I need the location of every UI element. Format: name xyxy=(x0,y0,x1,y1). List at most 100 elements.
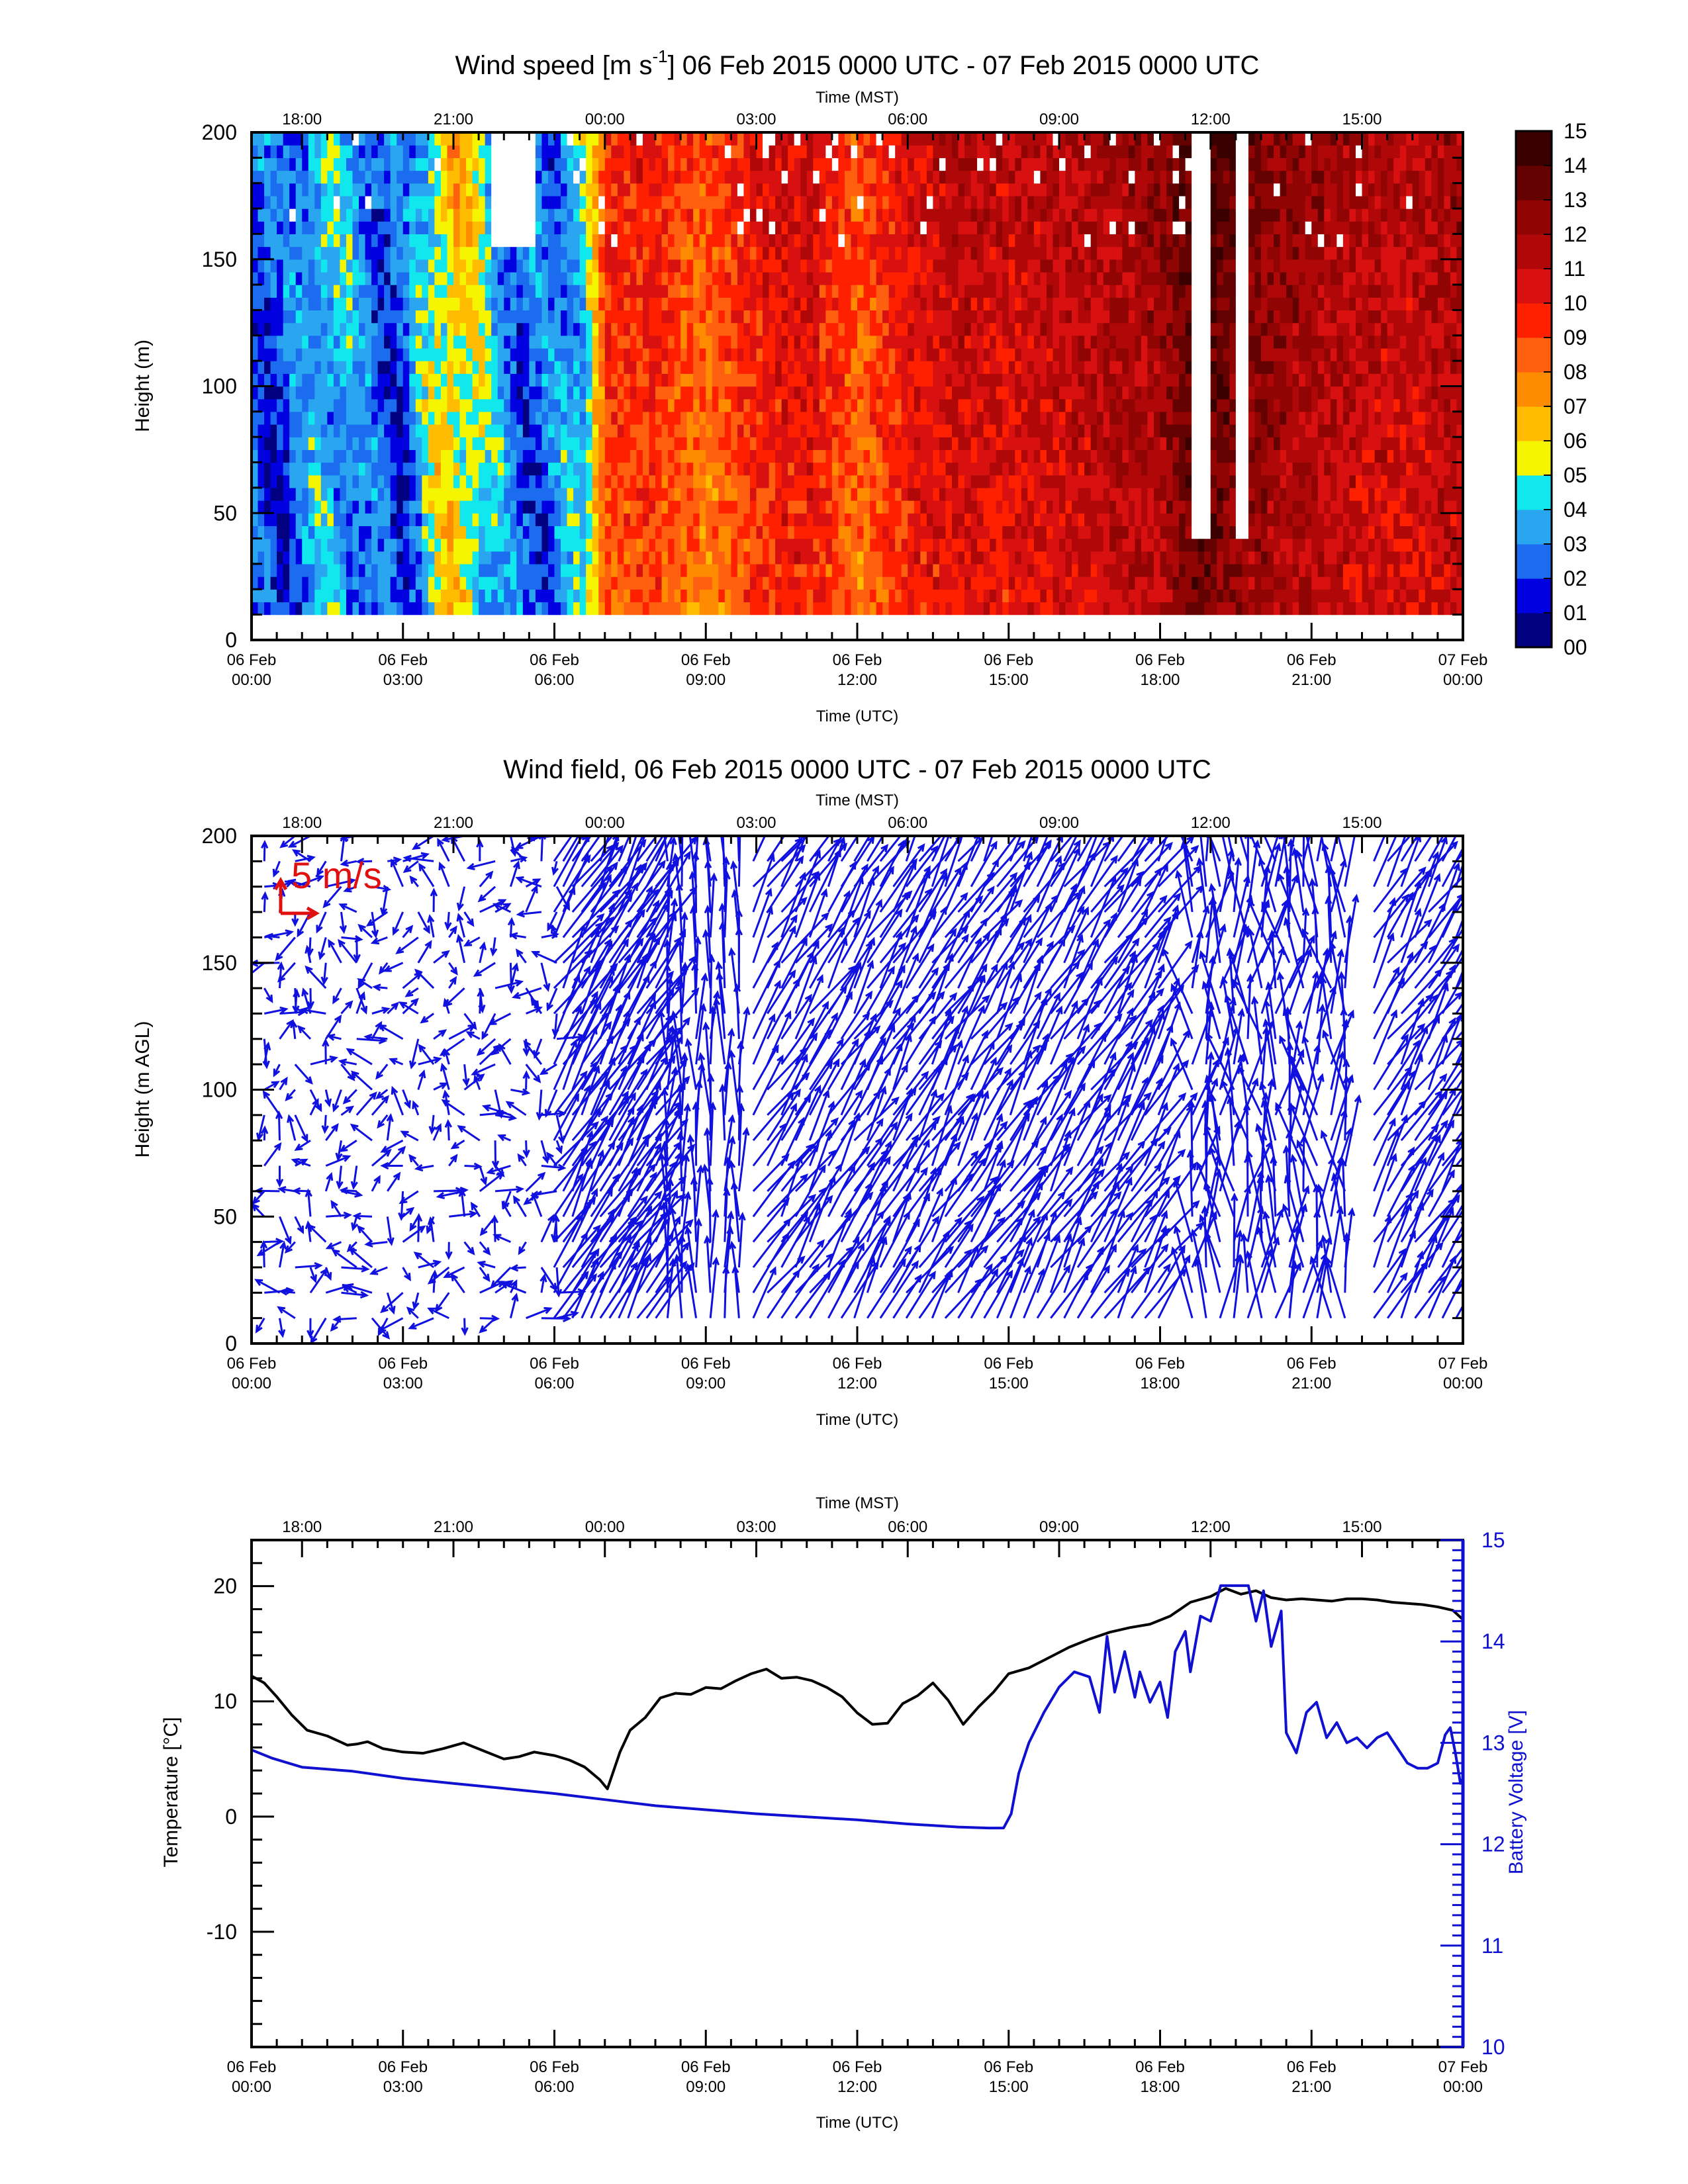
speed-cell xyxy=(359,246,366,260)
speed-cell xyxy=(743,195,751,209)
speed-cell xyxy=(333,335,341,349)
speed-cell xyxy=(447,462,454,476)
speed-cell xyxy=(933,208,940,222)
speed-cell xyxy=(908,361,915,374)
speed-cell xyxy=(951,322,959,336)
speed-cell xyxy=(371,297,379,311)
speed-cell xyxy=(320,513,328,527)
speed-cell xyxy=(1046,234,1054,248)
speed-cell xyxy=(289,234,297,248)
speed-cell xyxy=(743,297,751,311)
speed-cell xyxy=(1027,525,1035,539)
speed-cell xyxy=(522,285,530,298)
speed-cell xyxy=(1053,297,1060,311)
speed-cell xyxy=(390,297,397,311)
speed-cell xyxy=(384,475,391,488)
speed-cell xyxy=(308,132,315,146)
speed-cell xyxy=(447,183,454,197)
speed-cell xyxy=(258,462,265,476)
speed-cell xyxy=(1046,259,1054,273)
speed-cell xyxy=(769,576,776,590)
speed-cell xyxy=(649,285,656,298)
speed-cell xyxy=(857,322,865,336)
speed-cell xyxy=(1008,513,1015,527)
speed-cell xyxy=(831,373,839,387)
speed-cell xyxy=(598,449,606,463)
speed-cell xyxy=(314,386,322,400)
speed-cell xyxy=(1040,500,1047,514)
speed-cell xyxy=(624,449,631,463)
speed-cell xyxy=(838,195,845,209)
speed-cell xyxy=(680,538,688,552)
speed-cell xyxy=(857,183,865,197)
speed-cell xyxy=(320,259,328,273)
speed-cell xyxy=(1046,170,1054,184)
speed-cell xyxy=(686,271,694,285)
speed-cell xyxy=(1078,602,1085,615)
speed-cell xyxy=(983,551,990,565)
speed-cell xyxy=(800,475,808,488)
speed-cell xyxy=(390,487,397,501)
speed-cell xyxy=(712,525,719,539)
speed-cell xyxy=(390,158,397,171)
speed-cell xyxy=(926,234,933,248)
speed-cell xyxy=(535,424,543,437)
speed-cell xyxy=(901,513,908,527)
speed-cell xyxy=(895,424,902,437)
speed-cell xyxy=(1065,373,1072,387)
speed-cell xyxy=(277,589,284,603)
speed-cell xyxy=(763,563,770,577)
speed-cell xyxy=(516,589,524,603)
speed-cell xyxy=(554,361,561,374)
speed-cell xyxy=(302,297,309,311)
speed-cell xyxy=(314,563,322,577)
speed-cell xyxy=(630,246,637,260)
speed-cell xyxy=(756,145,763,158)
speed-cell xyxy=(598,145,606,158)
speed-cell xyxy=(440,500,448,514)
speed-cell xyxy=(377,563,385,577)
speed-cell xyxy=(522,234,530,248)
speed-cell xyxy=(706,411,713,425)
speed-cell xyxy=(813,335,820,349)
speed-cell xyxy=(693,310,700,324)
speed-cell xyxy=(863,297,870,311)
speed-cell xyxy=(895,475,902,488)
speed-cell xyxy=(1033,563,1041,577)
speed-cell xyxy=(794,310,801,324)
speed-cell xyxy=(586,576,593,590)
speed-cell xyxy=(724,310,731,324)
speed-cell xyxy=(825,310,833,324)
speed-cell xyxy=(990,563,997,577)
speed-cell xyxy=(882,563,890,577)
speed-cell xyxy=(252,437,259,450)
speed-cell xyxy=(547,525,555,539)
speed-cell xyxy=(1015,386,1022,400)
speed-cell xyxy=(402,513,410,527)
speed-cell xyxy=(617,145,624,158)
speed-cell xyxy=(371,500,379,514)
speed-cell xyxy=(340,145,347,158)
speed-cell xyxy=(945,259,953,273)
speed-cell xyxy=(686,602,694,615)
speed-cell xyxy=(699,602,706,615)
speed-cell xyxy=(352,513,359,527)
speed-cell xyxy=(510,234,517,248)
speed-cell xyxy=(781,500,788,514)
speed-cell xyxy=(561,285,568,298)
speed-cell xyxy=(983,183,990,197)
speed-cell xyxy=(775,322,782,336)
speed-cell xyxy=(504,487,511,501)
speed-cell xyxy=(1015,411,1022,425)
speed-cell xyxy=(914,487,921,501)
speed-cell xyxy=(737,310,745,324)
speed-cell xyxy=(895,183,902,197)
speed-cell xyxy=(857,310,865,324)
speed-cell xyxy=(636,322,643,336)
speed-cell xyxy=(579,208,586,222)
speed-cell xyxy=(908,424,915,437)
speed-cell xyxy=(870,132,877,146)
speed-cell xyxy=(813,271,820,285)
speed-cell xyxy=(459,602,467,615)
speed-cell xyxy=(340,271,347,285)
